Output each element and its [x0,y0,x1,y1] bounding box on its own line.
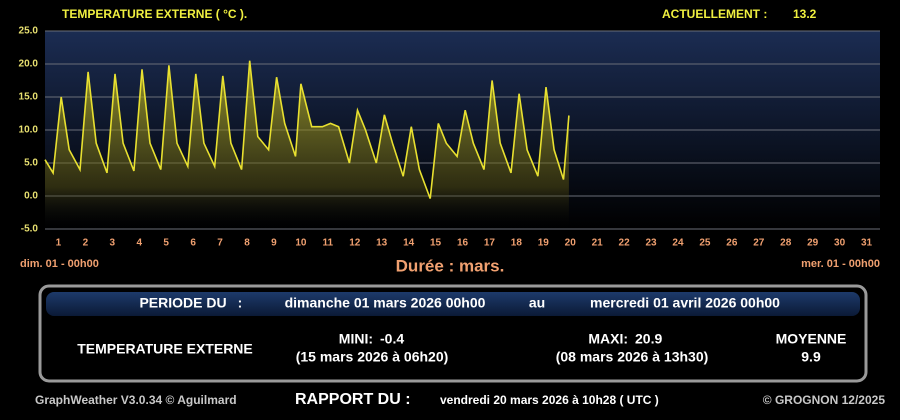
x-tick-label: 17 [484,238,496,249]
x-tick-label: 20 [565,238,577,249]
copyright: © GROGNON 12/2025 [763,393,886,407]
x-tick-label: 21 [592,238,604,249]
x-tick-label: 4 [136,238,142,249]
y-tick-label: 25.0 [19,26,39,37]
period-sep: : [238,295,243,311]
x-tick-label: 2 [83,238,89,249]
x-tick-label: 28 [780,238,792,249]
min-value: -0.4 [380,331,404,347]
period-start: dimanche 01 mars 2026 00h00 [285,295,486,311]
x-tick-label: 30 [834,238,846,249]
period-label: PERIODE DU [139,295,226,311]
x-tick-label: 22 [619,238,631,249]
x-tick-label: 11 [323,238,334,249]
x-tick-label: 3 [110,238,116,249]
period-end: mercredi 01 avril 2026 00h00 [590,295,780,311]
y-tick-label: 10.0 [19,125,39,136]
x-tick-label: 10 [295,238,307,249]
x-tick-label: 26 [726,238,738,249]
software: GraphWeather V3.0.34 © Aguilmard [35,393,237,407]
x-start-label: dim. 01 - 00h00 [20,258,99,270]
x-end-label: mer. 01 - 00h00 [801,258,880,270]
y-tick-label: 20.0 [19,59,39,70]
y-tick-label: 0.0 [24,191,38,202]
max-label: MAXI: [588,331,628,347]
x-tick-label: 8 [244,238,250,249]
current-label: ACTUELLEMENT : [662,7,767,21]
x-tick-label: 29 [807,238,819,249]
period-to: au [529,295,545,311]
x-tick-label: 23 [645,238,657,249]
x-tick-label: 27 [753,238,765,249]
min-label: MINI: [339,331,373,347]
x-tick-label: 25 [699,238,711,249]
report-label: RAPPORT DU : [295,391,411,408]
x-tick-label: 1 [56,238,62,249]
summary-panel [38,284,868,383]
max-date: (08 mars 2026 à 13h30) [556,349,709,365]
report-date: vendredi 20 mars 2026 à 10h28 ( UTC ) [440,393,659,407]
y-tick-label: 15.0 [19,92,39,103]
x-tick-label: 5 [163,238,169,249]
period-bar [46,292,860,316]
temperature-line [44,60,570,199]
x-tick-label: 16 [457,238,469,249]
x-tick-label: 31 [861,238,873,249]
y-tick-label: 5.0 [24,158,38,169]
x-tick-label: 14 [403,238,415,249]
avg-label: MOYENNE [776,331,847,347]
avg-value: 9.9 [801,349,821,365]
x-tick-label: 7 [217,238,223,249]
y-tick-label: -5.0 [21,224,39,235]
x-tick-label: 15 [430,238,442,249]
x-tick-label: 24 [672,238,684,249]
current-value: 13.2 [793,7,817,21]
min-date: (15 mars 2026 à 06h20) [296,349,449,365]
sensor: TEMPERATURE EXTERNE [77,341,253,357]
max-value: 20.9 [635,331,662,347]
x-tick-label: 18 [511,238,523,249]
x-tick-label: 12 [349,238,361,249]
duration-label: Durée : mars. [396,256,505,275]
chart-title: TEMPERATURE EXTERNE ( °C ). [62,7,247,21]
area-glow [45,60,569,230]
x-tick-label: 19 [538,238,550,249]
x-tick-label: 9 [271,238,277,249]
x-tick-label: 6 [190,238,196,249]
x-tick-label: 13 [376,238,388,249]
